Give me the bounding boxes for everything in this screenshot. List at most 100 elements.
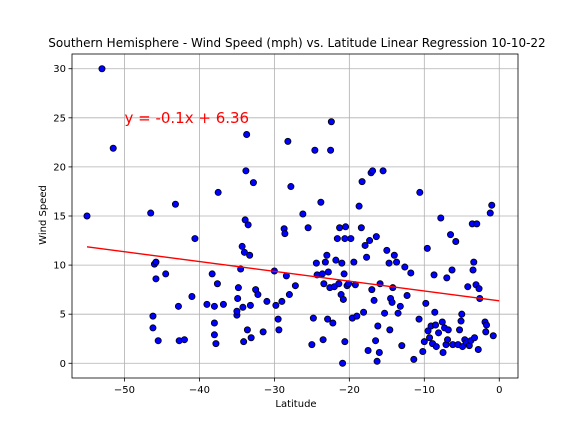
data-point: [219, 300, 227, 308]
data-point: [357, 224, 365, 232]
data-point: [363, 253, 371, 261]
data-point: [249, 179, 257, 187]
x-tick-label: −50: [114, 385, 135, 396]
data-point: [388, 298, 396, 306]
data-point: [98, 65, 106, 73]
data-point: [324, 268, 332, 276]
data-point: [347, 235, 355, 243]
data-point: [435, 329, 443, 337]
data-point: [416, 188, 424, 196]
data-point: [278, 297, 286, 305]
data-point: [386, 326, 394, 334]
data-point: [474, 346, 482, 354]
chart-title: Southern Hemisphere - Wind Speed (mph) v…: [48, 36, 545, 50]
data-point: [327, 146, 335, 154]
data-point: [341, 235, 349, 243]
data-point: [240, 338, 248, 346]
regression-line-group: [86, 246, 500, 302]
data-point: [320, 280, 328, 288]
data-point: [482, 328, 490, 336]
x-tick-label: −40: [189, 385, 210, 396]
data-point: [243, 131, 251, 139]
data-point: [246, 301, 254, 309]
data-point: [311, 146, 319, 154]
data-point: [234, 294, 242, 302]
data-point: [323, 251, 331, 259]
data-point: [374, 322, 382, 330]
data-point: [319, 336, 327, 344]
data-point: [439, 348, 447, 356]
data-point: [247, 334, 255, 342]
y-tick-label: 30: [53, 64, 66, 75]
data-point: [396, 302, 404, 310]
y-tick-label: 10: [53, 261, 66, 272]
data-point: [263, 297, 271, 305]
data-point: [340, 270, 348, 278]
data-point: [238, 242, 246, 250]
data-point: [284, 137, 292, 145]
data-point: [488, 201, 496, 209]
data-point: [364, 347, 372, 355]
data-point: [239, 303, 247, 311]
data-point: [432, 321, 440, 329]
data-point: [475, 285, 483, 293]
data-point: [385, 259, 393, 267]
data-point: [423, 244, 431, 252]
data-point: [473, 220, 481, 228]
data-point: [309, 314, 317, 322]
data-point: [162, 270, 170, 278]
data-point: [152, 275, 160, 283]
data-point: [469, 266, 477, 274]
data-point: [422, 299, 430, 307]
data-point: [381, 309, 389, 317]
data-point: [403, 292, 411, 300]
data-point: [312, 259, 320, 267]
data-point: [369, 167, 377, 175]
x-axis-label: Latitude: [275, 399, 316, 410]
data-point: [210, 302, 218, 310]
data-point: [393, 258, 401, 266]
data-point: [379, 167, 387, 175]
data-point: [398, 342, 406, 350]
data-point: [419, 347, 427, 355]
data-point: [401, 263, 409, 271]
data-point: [456, 326, 464, 334]
data-point: [360, 308, 368, 316]
data-point: [318, 270, 326, 278]
data-point: [321, 258, 329, 266]
data-point: [444, 336, 452, 344]
data-point: [214, 188, 222, 196]
data-point: [83, 212, 91, 220]
data-point: [431, 308, 439, 316]
data-point: [407, 269, 415, 277]
data-point: [426, 334, 434, 342]
data-point: [203, 300, 211, 308]
axis-ticks: −50 −40 −30 −20 −10 0 0 5 10 15 20 25 30: [53, 64, 502, 396]
data-point: [171, 200, 179, 208]
data-point: [191, 235, 199, 243]
data-point: [471, 334, 479, 342]
data-point: [443, 274, 451, 282]
data-point: [149, 312, 157, 320]
data-point: [470, 258, 478, 266]
data-point: [338, 259, 346, 267]
data-point: [274, 315, 282, 323]
data-point: [308, 341, 316, 349]
data-point: [370, 296, 378, 304]
data-point: [353, 312, 361, 320]
data-point: [394, 309, 402, 317]
data-point: [410, 355, 418, 363]
data-point: [447, 231, 455, 239]
data-point: [464, 283, 472, 291]
data-point: [452, 238, 460, 246]
data-point: [329, 319, 337, 327]
y-tick-label: 5: [60, 310, 66, 321]
data-point: [243, 326, 251, 334]
y-tick-label: 25: [53, 113, 66, 124]
data-point: [483, 321, 491, 329]
data-point: [147, 209, 155, 217]
data-point: [333, 235, 341, 243]
regression-equation: y = -0.1x + 6.36: [124, 109, 249, 127]
data-point: [372, 337, 380, 345]
data-point: [342, 223, 350, 231]
